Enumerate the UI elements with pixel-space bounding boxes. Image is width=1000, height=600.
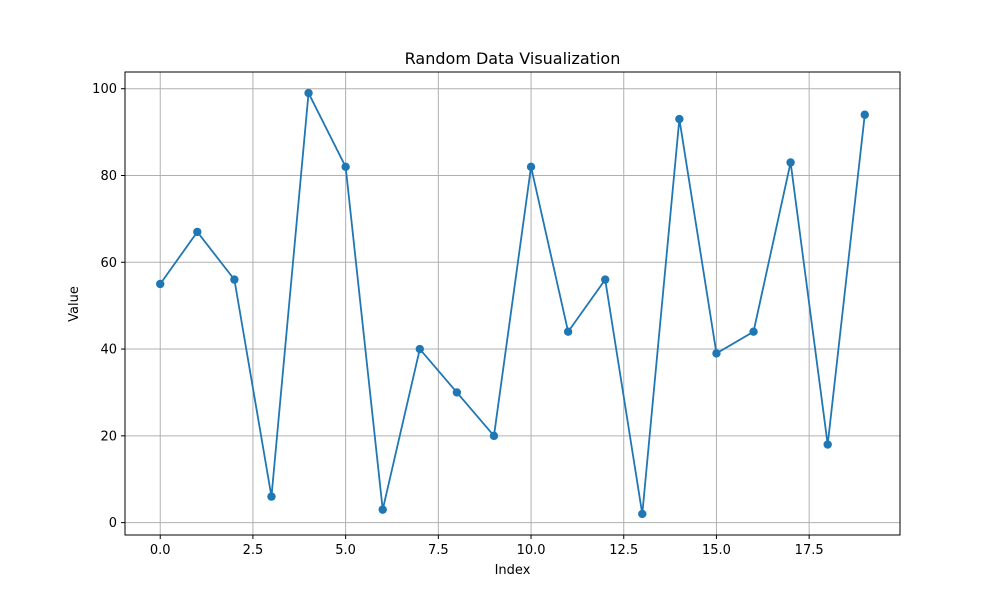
x-tick-label: 10.0 (517, 543, 546, 558)
data-point-marker (267, 492, 276, 501)
y-tick-label: 20 (100, 429, 117, 444)
data-point-marker (378, 505, 387, 514)
data-point-marker (601, 275, 610, 284)
data-point-marker (156, 279, 165, 289)
x-tick-label: 2.5 (243, 543, 264, 558)
x-tick-label: 17.5 (795, 543, 824, 558)
series-line (159, 92, 866, 515)
data-point-marker (526, 162, 536, 172)
x-tick-label: 7.5 (428, 543, 449, 558)
x-axis-label: Index (495, 563, 531, 578)
data-point-marker (860, 110, 869, 119)
x-tick-label: 0.0 (150, 543, 171, 558)
series (156, 88, 869, 519)
data-point-marker (749, 327, 758, 336)
data-point-marker (675, 114, 684, 124)
y-tick-label: 100 (92, 82, 117, 97)
x-tick-label: 5.0 (335, 543, 356, 558)
x-tick-label: 15.0 (702, 543, 731, 558)
data-point-marker (193, 227, 202, 237)
y-tick-label: 0 (109, 516, 117, 531)
grid (125, 72, 900, 535)
data-point-marker (415, 344, 424, 354)
data-point-marker (823, 440, 832, 449)
y-tick-label: 80 (100, 169, 117, 184)
data-point-marker (341, 162, 350, 172)
data-point-marker (563, 327, 573, 336)
y-axis-label: Value (67, 286, 82, 322)
data-point-marker (786, 158, 795, 167)
y-tick-label: 60 (100, 256, 117, 271)
data-point-marker (489, 431, 499, 441)
chart-title: Random Data Visualization (405, 49, 621, 68)
data-point-marker (452, 388, 462, 397)
axis-ticks: 0.0 2.5 5.0 7.5 10.0 12.5 15.0 17.5 0 20 40 60 80 100 (92, 82, 823, 558)
y-tick-label: 40 (100, 343, 117, 358)
data-point-marker (304, 88, 313, 98)
plot-frame (124, 71, 901, 536)
x-tick-label: 12.5 (609, 543, 638, 558)
data-point-marker (638, 509, 647, 519)
data-point-marker (230, 275, 239, 284)
data-point-marker (712, 349, 721, 358)
